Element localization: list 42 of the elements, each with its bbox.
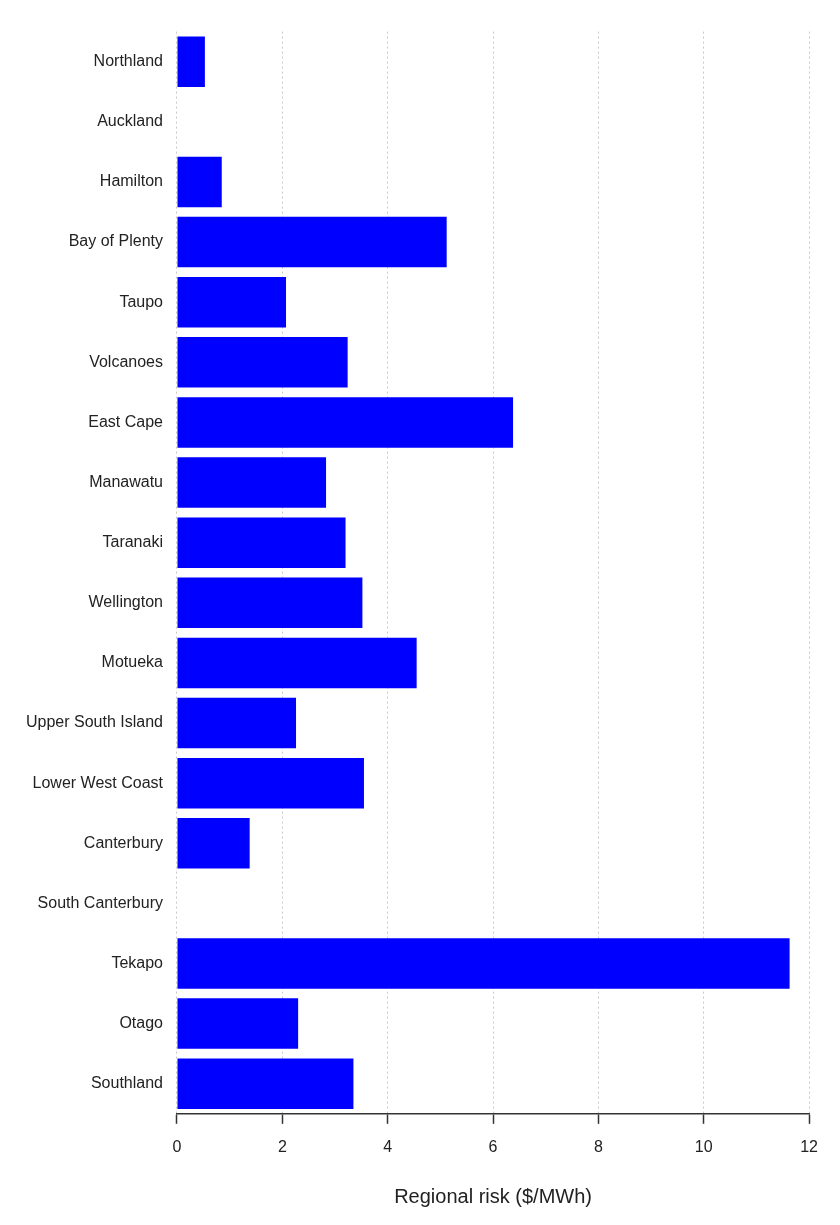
x-tick-label: 0 bbox=[172, 1137, 182, 1155]
y-tick-label: East Cape bbox=[88, 412, 164, 430]
x-axis-title: Regional risk ($/MWh) bbox=[394, 1184, 592, 1207]
x-tick-label: 4 bbox=[383, 1137, 393, 1155]
bar bbox=[177, 337, 348, 388]
bar bbox=[177, 397, 514, 448]
y-tick-label: Northland bbox=[93, 52, 163, 70]
bar bbox=[177, 36, 205, 87]
x-tick-label: 8 bbox=[593, 1137, 603, 1155]
bar bbox=[177, 697, 297, 749]
y-tick-label: Otago bbox=[119, 1014, 164, 1032]
bar bbox=[177, 938, 790, 989]
y-tick-label: Auckland bbox=[97, 112, 163, 130]
y-tick-label: Wellington bbox=[88, 593, 163, 611]
y-tick-label: Canterbury bbox=[83, 833, 163, 851]
bar bbox=[177, 276, 287, 328]
y-tick-label: South Canterbury bbox=[37, 893, 163, 911]
bar bbox=[177, 998, 299, 1049]
y-tick-label: Motueka bbox=[101, 653, 164, 671]
x-tick-label: 12 bbox=[800, 1137, 819, 1155]
y-tick-label: Hamilton bbox=[99, 172, 163, 190]
y-tick-label: Manawatu bbox=[89, 472, 163, 490]
bar bbox=[177, 457, 327, 508]
bar bbox=[177, 637, 417, 689]
x-tick-label: 6 bbox=[488, 1137, 498, 1155]
bar bbox=[177, 517, 346, 568]
bar bbox=[177, 216, 447, 268]
y-tick-label: Southland bbox=[90, 1074, 163, 1092]
bar bbox=[177, 156, 222, 208]
y-tick-label: Lower West Coast bbox=[32, 773, 164, 791]
bar bbox=[177, 757, 364, 809]
bar bbox=[177, 1058, 354, 1109]
y-tick-label: Taupo bbox=[119, 292, 164, 310]
y-tick-label: Taranaki bbox=[102, 533, 163, 551]
bar bbox=[177, 818, 250, 869]
y-tick-label: Volcanoes bbox=[89, 352, 163, 370]
x-tick-label: 2 bbox=[277, 1137, 287, 1155]
x-tick-label: 10 bbox=[694, 1137, 713, 1155]
y-tick-label: Upper South Island bbox=[25, 713, 163, 731]
y-tick-label: Tekapo bbox=[111, 953, 164, 971]
y-tick-label: Bay of Plenty bbox=[68, 232, 163, 250]
bar bbox=[177, 577, 363, 629]
